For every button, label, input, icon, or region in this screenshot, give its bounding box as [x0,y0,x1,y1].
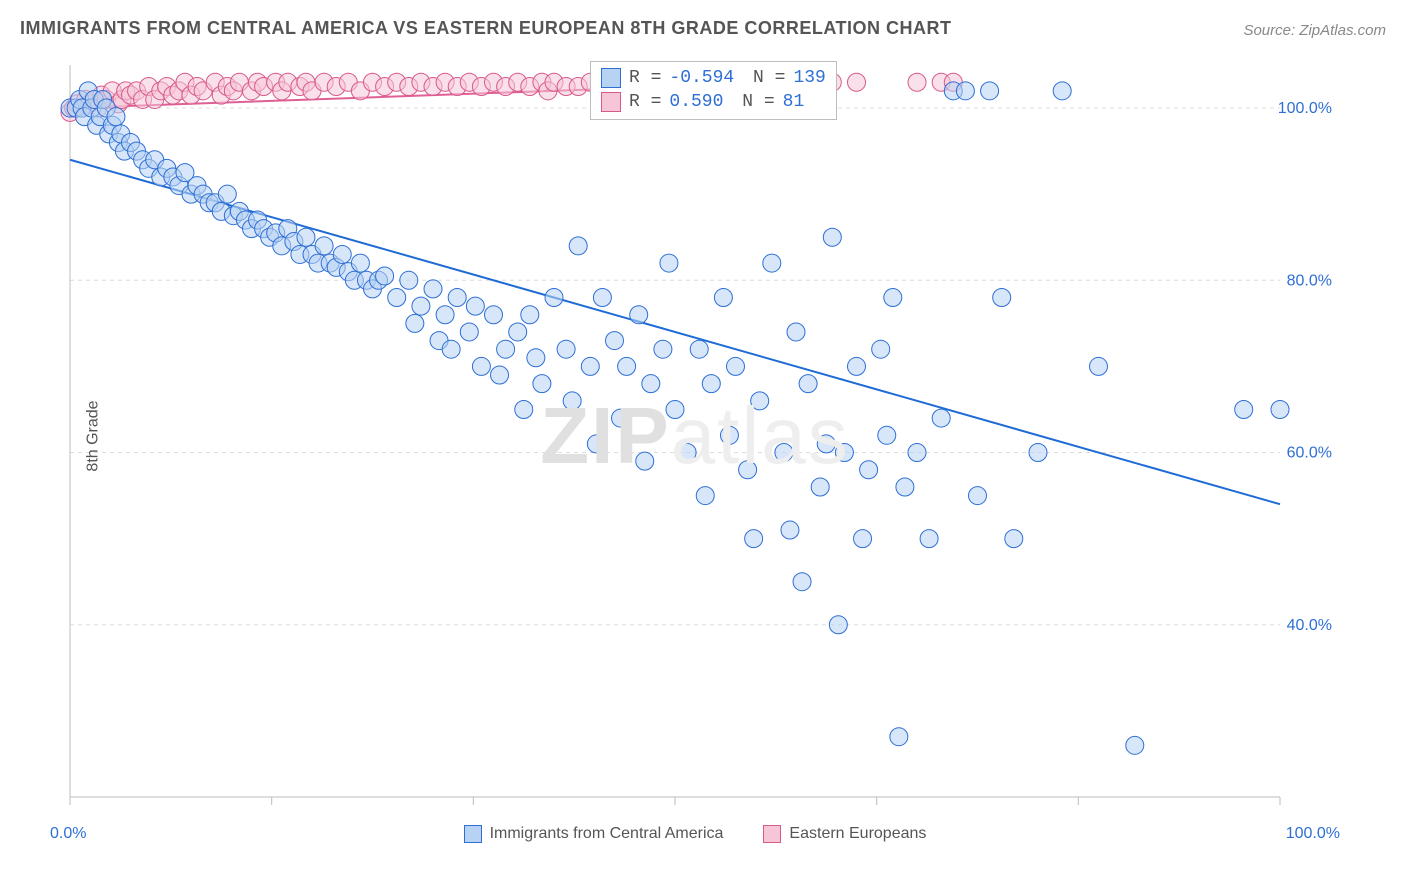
svg-text:100.0%: 100.0% [1278,100,1332,117]
legend-label: Eastern Europeans [789,825,926,843]
n-value: 139 [793,66,825,90]
chart-title: IMMIGRANTS FROM CENTRAL AMERICA VS EASTE… [20,18,952,39]
scatter-chart: 100.0% 80.0% 60.0% 40.0% [50,55,1340,817]
plot-area: 8th Grade 100.0%80.0%60.0%40.0% ZIPatlas… [50,55,1340,817]
n-label: N = [731,90,774,114]
correlation-stats-box: R =-0.594 N =139R = 0.590 N = 81 [590,61,837,120]
n-value: 81 [783,90,805,114]
legend-item: Immigrants from Central America [464,825,724,843]
r-label: R = [629,90,661,114]
legend: Immigrants from Central America Eastern E… [50,825,1340,843]
svg-text:40.0%: 40.0% [1287,617,1332,634]
series-b-swatch [763,825,781,843]
stats-row: R = -0.594 N = 139 [601,66,826,90]
legend-item: Eastern Europeans [763,825,926,843]
series-a-swatch [464,825,482,843]
svg-text:60.0%: 60.0% [1287,445,1332,462]
legend-label: Immigrants from Central America [490,825,724,843]
stats-row: R = 0.590 N = 81 [601,90,826,114]
source-attribution: Source: ZipAtlas.com [1243,22,1386,39]
r-label: R = [629,66,661,90]
series-b-swatch [601,92,621,112]
r-value: -0.594 [669,66,734,90]
series-a-swatch [601,68,621,88]
r-value: 0.590 [669,90,723,114]
n-label: N = [742,66,785,90]
y-axis-label: 8th Grade [85,400,103,471]
svg-text:80.0%: 80.0% [1287,272,1332,289]
